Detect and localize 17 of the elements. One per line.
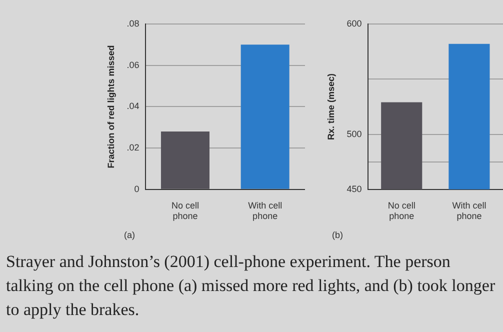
y-tick-label: .06	[126, 60, 140, 70]
y-tick-label: .04	[126, 101, 140, 112]
y-tick-label: .02	[126, 142, 140, 153]
y-tick-label: 500	[346, 128, 362, 139]
y-tick-label: 450	[346, 184, 362, 194]
y-axis-title: Fraction of red lights missed	[106, 45, 116, 168]
x-tick-label: With cell phone	[248, 200, 282, 222]
text: (b)	[332, 230, 343, 240]
y-tick-label: .08	[126, 18, 140, 28]
x-tick-label: No cell phone	[171, 200, 199, 222]
x-tick-label: No cell phone	[388, 200, 416, 222]
y-tick-label: 600	[346, 18, 362, 28]
y-axis-title: Rx. time (msec)	[326, 73, 336, 140]
y-tick-label: 0	[134, 184, 140, 194]
text: Strayer and Johnston’s (2001) cell-phone experiment. The person talking on the cell phone (a) missed more red lights, and (b) took longer to apply the brakes.	[6, 251, 496, 321]
text: (a)	[124, 230, 135, 240]
x-tick-label: With cell phone	[452, 200, 486, 222]
